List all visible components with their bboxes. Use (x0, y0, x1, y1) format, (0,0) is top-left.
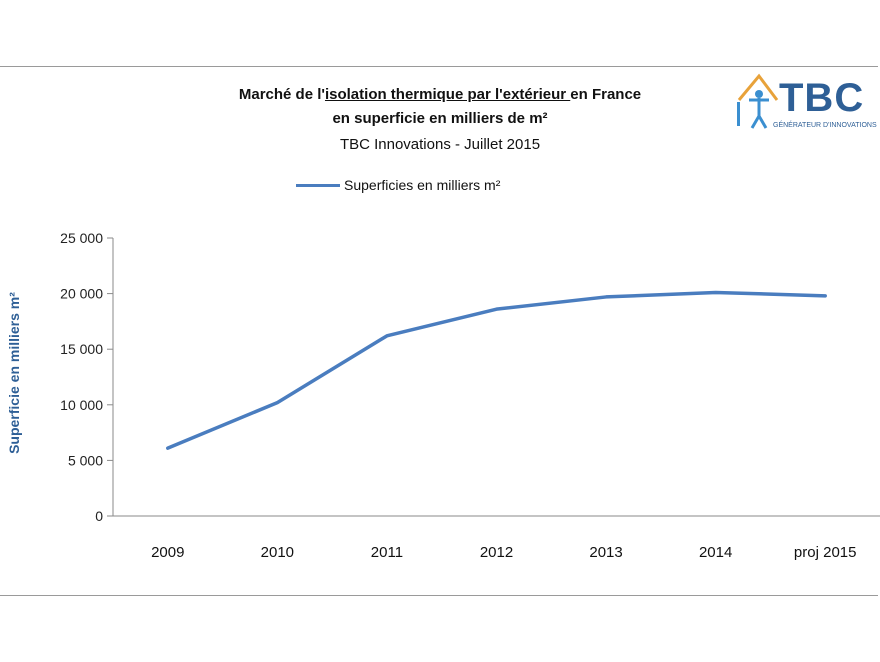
title-part-1: Marché de l' (238, 86, 325, 103)
chart-title-line1: Marché de l'isolation thermique par l'ex… (0, 86, 880, 103)
title-part-3: en France (570, 86, 642, 103)
y-tick-label: 10 000 (60, 397, 103, 413)
x-tick-label: 2010 (261, 544, 294, 561)
y-axis-label: Superficie en milliers m² (6, 292, 22, 454)
x-tick-label: 2012 (480, 544, 513, 561)
y-tick-label: 15 000 (60, 341, 103, 357)
x-tick-label: 2014 (699, 544, 732, 561)
legend-label: Superficies en milliers m² (344, 177, 501, 193)
series-line (166, 290, 827, 450)
house-person-logo-icon (737, 73, 779, 129)
y-tick-label: 0 (95, 508, 103, 524)
title-part-2-underlined: isolation thermique par l'extérieur (324, 86, 571, 103)
tbc-logo: TBC GÉNÉRATEUR D'INNOVATIONS (733, 70, 880, 134)
y-tick-label: 20 000 (60, 286, 103, 302)
x-tick-label: 2011 (371, 544, 403, 561)
x-tick-label: 2009 (151, 544, 184, 561)
chart-title-line2: en superficie en milliers de m² (332, 110, 548, 127)
y-tick-label: 5 000 (68, 452, 103, 468)
x-tick-label: proj 2015 (794, 544, 857, 561)
chart-subtitle: TBC Innovations - Juillet 2015 (339, 136, 541, 153)
chart-legend: Superficies en milliers m² (296, 177, 500, 193)
logo-text: TBC (779, 76, 865, 120)
y-tick-label: 25 000 (60, 230, 103, 246)
chart-frame (0, 66, 878, 596)
x-tick-label: 2013 (589, 544, 622, 561)
legend-line-swatch (296, 183, 340, 187)
logo-tagline: GÉNÉRATEUR D'INNOVATIONS (773, 122, 877, 129)
